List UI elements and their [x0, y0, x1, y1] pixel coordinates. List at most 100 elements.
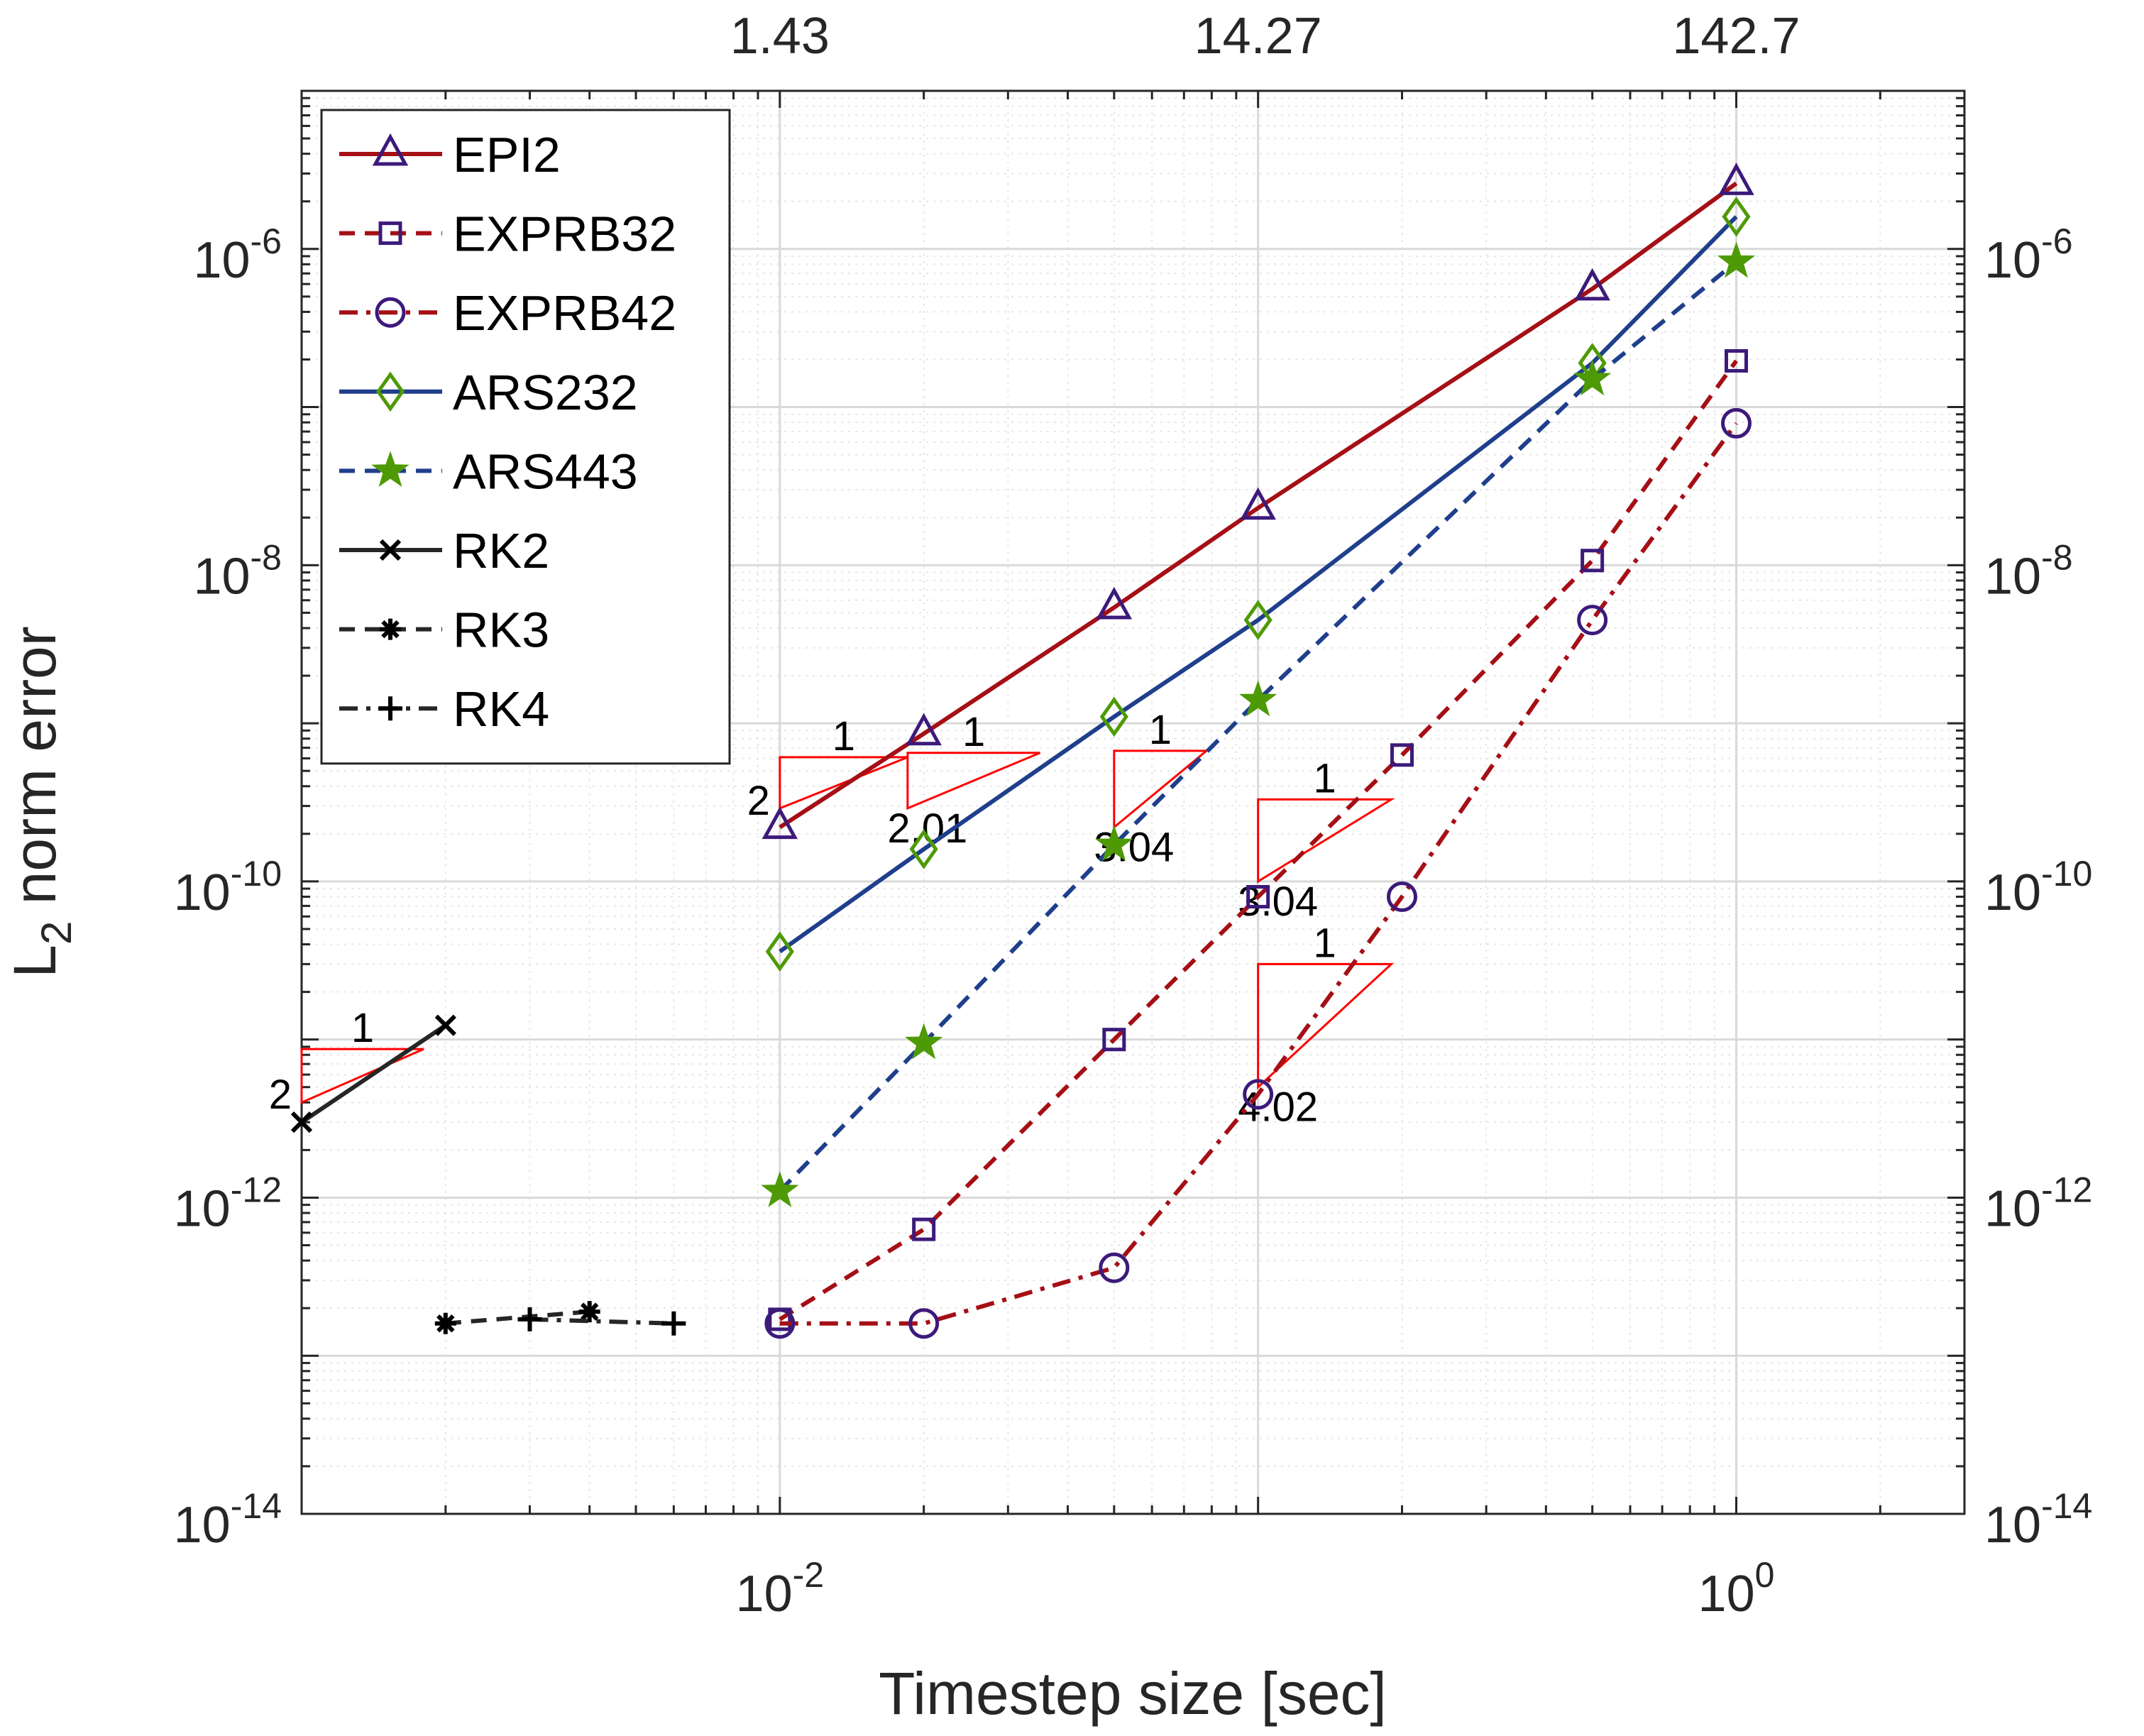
legend: EPI2 EXPRB32 EXPRB42 ARS232 ARS443 RK2 RK3 RK4 [320, 109, 731, 765]
y-tick-label: 10-8 [193, 537, 282, 605]
data-point-ars443 [1717, 241, 1756, 278]
data-point-exprb32 [1102, 1028, 1126, 1052]
data-point-ars443 [1238, 680, 1277, 717]
legend-item-ars443: ARS443 [339, 444, 638, 499]
legend-label-epi2: EPI2 [453, 127, 561, 182]
slope-run-label: 1 [351, 1005, 374, 1051]
data-point-exprb42 [1243, 1079, 1274, 1110]
data-point-ars443 [1573, 359, 1612, 396]
data-point-exprb42 [1099, 1252, 1130, 1283]
data-point-rk3 [434, 1312, 456, 1334]
y-right-tick-label-base: 10 [1984, 1180, 2041, 1237]
legend-item-epi2: EPI2 [339, 127, 561, 182]
y-right-tick-label-base: 10 [1984, 548, 2041, 605]
y-tick-label: 10-6 [193, 221, 282, 289]
y-tick-label: 10-12 [174, 1170, 282, 1237]
slope-run-label: 1 [1149, 707, 1172, 753]
slope-run-label: 1 [962, 709, 985, 755]
y-axis-label-rest: norm error [1, 626, 68, 921]
series-line-rk2 [300, 1023, 447, 1124]
data-point-exprb32 [1390, 743, 1414, 767]
y-right-tick-label-base: 10 [1984, 232, 2041, 289]
data-point-epi2 [1574, 268, 1610, 301]
slope-run-label: 1 [1313, 755, 1336, 801]
data-point-rk4 [517, 1307, 542, 1331]
series-rk2 [290, 1014, 456, 1133]
x-tick-label-exponent: 0 [1755, 1555, 1775, 1595]
data-point-exprb42 [1387, 881, 1418, 912]
y-tick-label-base: 10 [193, 548, 250, 605]
x-tick-label: 100 [1698, 1555, 1775, 1622]
data-point-rk4 [661, 1311, 686, 1336]
data-point-epi2 [906, 713, 942, 746]
axes-box [300, 89, 1966, 1515]
y-right-tick-label: 10-8 [1984, 537, 2073, 605]
data-point-ars232 [1722, 196, 1751, 237]
y-axis-label-main: L [1, 945, 68, 978]
data-point-ars443 [1095, 825, 1133, 862]
axes-frame [300, 89, 1966, 1515]
data-point-epi2 [1240, 487, 1276, 520]
legend-marker-exprb42 [375, 297, 406, 328]
y-axis-label-subscript: 2 [33, 921, 80, 945]
legend-marker-ars232 [375, 371, 405, 412]
slope-triangle [906, 752, 1041, 811]
series-line-ars443 [778, 260, 1738, 1193]
slope-rise-label: 3.04 [1094, 825, 1174, 871]
legend-item-rk4: RK4 [339, 681, 549, 737]
legend-marker-rk2 [379, 539, 402, 561]
legend-label-rk2: RK2 [453, 523, 549, 578]
series-line-ars232 [779, 215, 1738, 954]
y-right-tick-label: 10-14 [1984, 1486, 2092, 1554]
series-ars443 [761, 241, 1756, 1207]
legend-marker-epi2 [372, 133, 409, 166]
slope-triangle [300, 1048, 424, 1104]
legend-marker-exprb32 [378, 221, 402, 246]
y-right-tick-label: 10-10 [1984, 854, 2092, 921]
legend-box [320, 109, 731, 765]
series-exprb42 [764, 407, 1752, 1339]
slope-triangle [779, 756, 908, 811]
data-series [290, 163, 1756, 1339]
y-right-tick-label: 10-12 [1984, 1170, 2092, 1237]
series-line-exprb42 [779, 422, 1738, 1326]
data-point-epi2 [762, 806, 798, 840]
data-point-exprb32 [1246, 884, 1270, 908]
slope-rise-label: 4.02 [1238, 1084, 1318, 1131]
y-right-tick-label-exponent: -6 [2041, 221, 2072, 261]
legend-item-exprb42: EXPRB42 [339, 285, 676, 341]
data-point-exprb32 [912, 1217, 936, 1241]
y-right-tick-label-base: 10 [1984, 864, 2041, 921]
slope-triangle [1113, 749, 1210, 830]
y-tick-label-exponent: -6 [251, 221, 282, 261]
legend-label-exprb32: EXPRB32 [453, 207, 676, 262]
y-tick-label: 10-14 [174, 1486, 282, 1554]
series-epi2 [762, 163, 1754, 840]
top-tick-label: 142.7 [1672, 8, 1800, 65]
y-axis-label: L2 norm error [1, 626, 80, 978]
y-right-tick-label-exponent: -14 [2041, 1486, 2092, 1526]
slope-rise-label: 2 [747, 778, 770, 824]
y-tick-label-base: 10 [174, 864, 231, 921]
y-tick-label-base: 10 [193, 232, 250, 289]
legend-marker-ars443 [371, 451, 409, 488]
legend-label-ars443: ARS443 [453, 444, 638, 499]
y-tick-label-exponent: -14 [231, 1486, 282, 1526]
y-right-tick-label-exponent: -12 [2041, 1170, 2092, 1209]
legend-item-rk3: RK3 [339, 603, 549, 658]
legend-marker-rk3 [380, 618, 401, 640]
data-point-ars443 [761, 1171, 799, 1207]
data-point-exprb42 [908, 1308, 940, 1339]
x-axis-label: Timestep size [sec] [879, 1660, 1387, 1727]
data-point-epi2 [1718, 163, 1754, 195]
legend-item-exprb32: EXPRB32 [339, 207, 676, 262]
data-point-exprb42 [1720, 407, 1752, 439]
data-point-epi2 [1096, 586, 1133, 620]
data-point-exprb32 [1724, 348, 1748, 373]
slope-rise-label: 2 [269, 1072, 292, 1118]
series-ars232 [765, 196, 1751, 972]
data-point-exprb32 [1580, 549, 1605, 573]
x-tick-label-exponent: -2 [793, 1555, 824, 1595]
